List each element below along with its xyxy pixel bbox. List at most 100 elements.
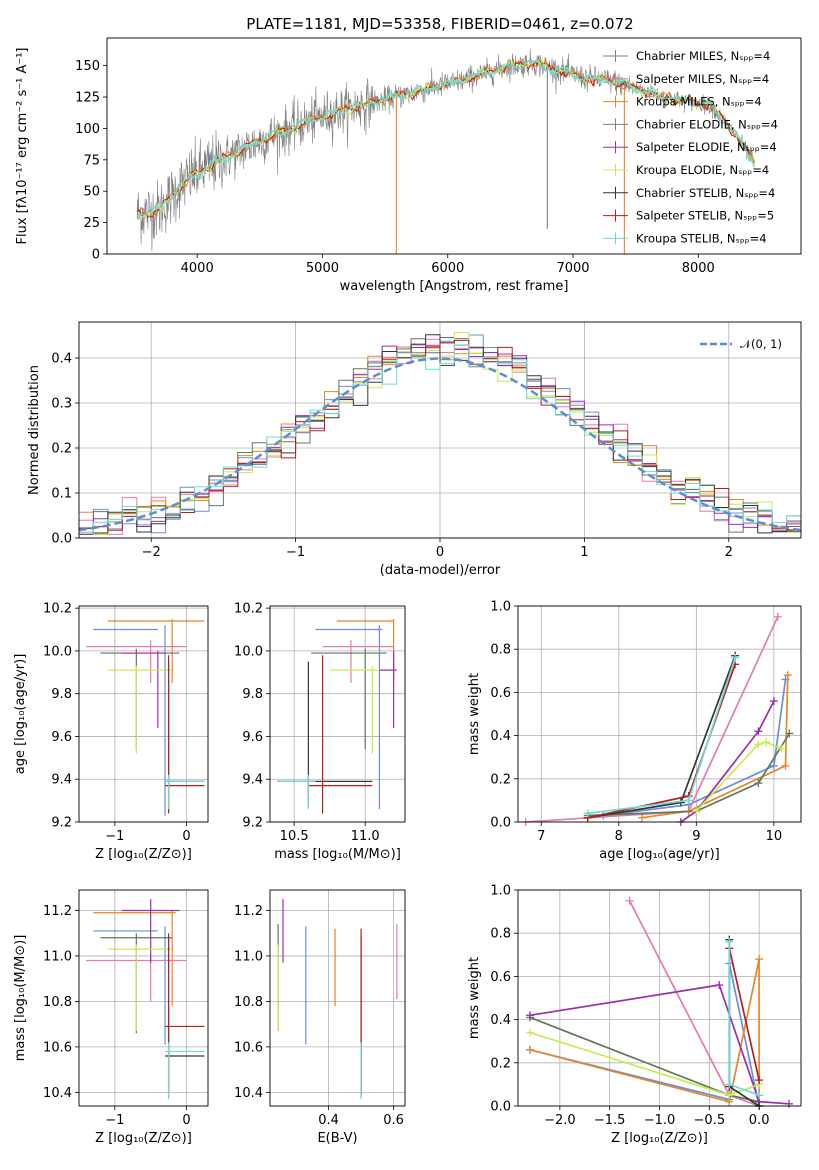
weight_vs_age-series-line [603,679,787,817]
mass_vs_Z-ytick-label: 10.6 [43,1040,72,1055]
age_vs_Z-xtick-label: 0 [182,829,190,844]
spectrum-ytick-label: 50 [83,185,100,200]
weight_vs_age-xtick-label: 9 [692,829,700,844]
spectrum-xtick-label: 6000 [431,261,464,276]
weight_vs_Z-xtick-label: −0.5 [694,1113,726,1128]
age_vs_mass-xtick-label: 11.0 [351,829,380,844]
mass_vs_ebv-ytick-label: 10.6 [234,1040,263,1055]
weight_vs_Z-xlabel: Z [log₁₀(Z/Z⊙)] [611,1131,708,1146]
age_vs_mass-panel: 10.5 11.0 9.2 9.4 9.6 9.8 10.0 10.2 mass [log₁₀(… [234,602,406,862]
weight_vs_age-ytick-label: 0.2 [490,772,511,787]
mass_vs_ebv-xtick-label: 0.4 [318,1113,339,1128]
weight_vs_age-ytick-label: 0.4 [490,729,511,744]
age_vs_Z-ylabel: age [log₁₀(age/yr)] [13,654,28,775]
spectrum-xlabel: wavelength [Angstrom, rest frame] [340,279,569,294]
age_vs_Z-ytick-label: 10.2 [43,602,72,617]
age_vs_Z-xtick-label: −1 [105,829,124,844]
age_vs_mass-xtick-label: 10.5 [280,829,309,844]
weight_vs_age-xlabel: age [log₁₀(age/yr)] [599,847,720,862]
spectrum-ytick-label: 25 [83,216,100,231]
weight_vs_Z-xtick-label: −1.5 [594,1113,626,1128]
spectrum-xtick-label: 8000 [682,261,715,276]
residuals-ylabel: Normed distribution [27,365,42,495]
mass_vs_Z-frame [78,889,209,1107]
spectrum-ytick-label: 0 [92,248,100,263]
spectrum-legend-label: Kroupa STELIB, Nₛₚₚ=4 [636,231,767,245]
age_vs_mass-ytick-label: 9.8 [242,687,263,702]
spectrum-model-line [136,57,755,218]
weight_vs_Z-ytick-label: 0.8 [490,927,511,942]
residuals-ytick-label: 0.0 [51,532,72,547]
residuals-frame [78,321,802,539]
mass_vs_Z-xtick-label: 0 [182,1113,190,1128]
mass_vs_Z-ytick-label: 11.0 [43,949,72,964]
spectrum-model-line [136,59,756,217]
weight_vs_age-ytick-label: 0.8 [490,643,511,658]
age_vs_mass-xlabel: mass [log₁₀(M/M⊙)] [274,847,401,862]
age_vs_Z-ytick-label: 9.2 [51,816,72,831]
age_vs_mass-ytick-label: 10.0 [234,644,263,659]
age_vs_Z-xlabel: Z [log₁₀(Z/Z⊙)] [95,847,192,862]
weight_vs_Z-xtick-label: −1.0 [644,1113,676,1128]
mass_vs_ebv-xtick-label: 0.6 [383,1113,404,1128]
mass_vs_ebv-frame [269,889,406,1107]
weight_vs_Z-xtick-label: 0.0 [749,1113,770,1128]
residual-histogram-series [79,339,801,532]
spectrum-xtick-label: 4000 [181,261,214,276]
spectrum-legend-label: Kroupa MILES, Nₛₚₚ=4 [636,95,762,109]
mass_vs_ebv-ytick-label: 10.4 [234,1086,263,1101]
weight_vs_Z-ytick-label: 0.2 [490,1056,511,1071]
weight_vs_Z-xtick-label: −2.0 [544,1113,576,1128]
weight_vs_Z-ytick-label: 0.6 [490,970,511,985]
age_vs_Z-ytick-label: 9.8 [51,687,72,702]
spectrum-legend-label: Salpeter MILES, Nₛₚₚ=4 [636,72,769,86]
weight_vs_Z-panel: −2.0 −1.5 −1.0 −0.5 0.0 0.0 0.2 0.4 0.6 0.8 1.0 Z [… [467,884,802,1146]
spectrum-model-line [137,59,755,220]
weight_vs_Z-series-line [529,958,760,1103]
mass_vs_ebv-ytick-label: 11.2 [234,904,263,919]
age_vs_Z-ytick-label: 9.4 [51,773,72,788]
weight_vs_Z-ytick-label: 0.4 [490,1013,511,1028]
residuals-xtick-label: −2 [142,545,161,560]
spectrum-ytick-label: 125 [75,91,100,106]
spectrum-panel: 4000 5000 6000 7000 8000 0 25 50 75 100 125 150 wave… [15,37,802,294]
residuals-xtick-label: 2 [725,545,733,560]
age_vs_Z-frame [78,605,209,823]
mass_vs_Z-xlabel: Z [log₁₀(Z/Z⊙)] [95,1131,192,1146]
mass_vs_ebv-ytick-label: 11.0 [234,949,263,964]
weight_vs_age-series-line [695,741,782,812]
age_vs_mass-ytick-label: 9.4 [242,773,263,788]
weight_vs_age-xtick-label: 7 [537,829,545,844]
spectrum-legend-label: Chabrier ELODIE, Nₛₚₚ=4 [636,117,778,131]
spectrum-legend-label: Chabrier STELIB, Nₛₚₚ=4 [636,186,775,200]
weight_vs_age-series-line [587,732,791,817]
age_vs_Z-ytick-label: 9.6 [51,730,72,745]
spectrum-ylabel: Flux [fλ10⁻¹⁷ erg cm⁻² s⁻¹ A⁻¹] [15,48,30,245]
residual-histogram-series [79,344,801,533]
weight_vs_age-series-line [641,675,789,819]
age_vs_mass-ytick-label: 10.2 [234,602,263,617]
mass_vs_Z-xtick-label: −1 [105,1113,124,1128]
age_vs_mass-ytick-label: 9.6 [242,730,263,745]
spectrum-legend-label: Salpeter ELODIE, Nₛₚₚ=4 [636,140,777,154]
residuals-panel: −2 −1 0 1 2 0.0 0.1 0.2 0.3 0.4 (data-model)/error… [27,321,802,578]
spectrum-ytick-label: 100 [75,122,100,137]
spectrum-legend-label: Kroupa ELODIE, Nₛₚₚ=4 [636,163,769,177]
weight_vs_age-ytick-label: 0.6 [490,686,511,701]
mass_vs_Z-ytick-label: 10.8 [43,995,72,1010]
weight_vs_age-ytick-label: 0.0 [490,816,511,831]
weight_vs_Z-series-line [529,984,790,1105]
weight_vs_age-frame [517,605,802,823]
spectrum-ytick-label: 75 [83,153,100,168]
weight_vs_age-series-line [680,700,775,822]
residuals-xtick-label: −1 [286,545,305,560]
spectrum-xtick-label: 7000 [556,261,589,276]
residuals-xtick-label: 1 [580,545,588,560]
spectrum-legend-label: Chabrier MILES, Nₛₚₚ=4 [636,49,770,63]
age_vs_Z-ytick-label: 10.0 [43,644,72,659]
weight_vs_Z-ytick-label: 0.0 [490,1100,511,1115]
residuals-ytick-label: 0.4 [51,352,72,367]
spectrum-xtick-label: 5000 [306,261,339,276]
weight_vs_Z-ytick-label: 1.0 [490,884,511,899]
weight_vs_Z-series-line [728,948,760,1081]
